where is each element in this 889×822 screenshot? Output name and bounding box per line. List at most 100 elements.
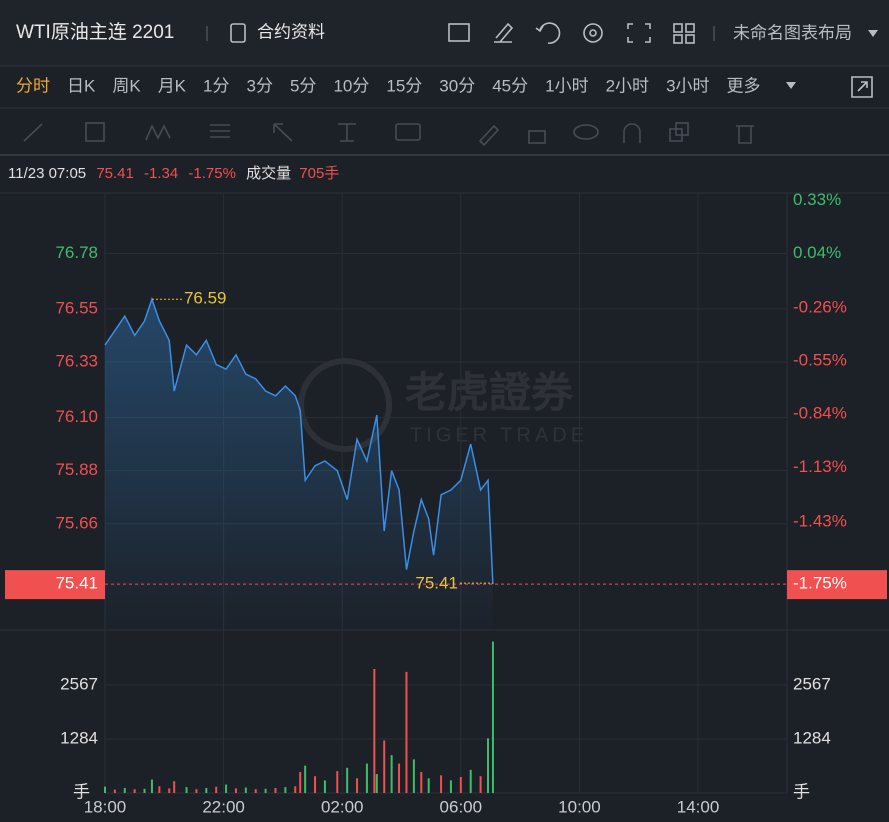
info-change-pct: -1.75% — [188, 165, 236, 182]
watermark-logo — [298, 358, 392, 452]
tool-label[interactable] — [395, 123, 421, 141]
draw-icon[interactable] — [494, 22, 514, 43]
layout-icon[interactable] — [673, 23, 683, 33]
tool-pen[interactable] — [478, 124, 500, 147]
y-tick-label: 75.66 — [55, 513, 98, 532]
tool-rect[interactable] — [85, 122, 105, 142]
volume-bar — [264, 788, 267, 793]
info-volume-label: 成交量 — [246, 164, 291, 182]
watermark-name: 老虎證券 — [405, 369, 574, 416]
timeframe[interactable]: 3小时 — [666, 76, 709, 95]
current-price-box — [5, 570, 105, 600]
y2-tick-label: -0.84% — [793, 404, 847, 423]
volume-bar — [390, 755, 393, 793]
x-tick-label: 18:00 — [84, 797, 127, 816]
y-tick-label: 76.33 — [55, 351, 98, 370]
volume-bar — [133, 789, 136, 793]
volume-bar — [373, 668, 376, 793]
volume-bar — [440, 775, 443, 793]
volume-bar — [459, 777, 462, 793]
timeframe[interactable]: 15分 — [386, 76, 422, 95]
volume-bar — [234, 788, 237, 793]
toolbar-icons — [448, 22, 695, 44]
volume-bar — [314, 776, 317, 793]
reset-icon[interactable] — [535, 22, 561, 44]
tool-arrow[interactable] — [273, 123, 293, 142]
volume-bar — [294, 786, 297, 793]
volume-bar — [365, 763, 368, 793]
timeframe[interactable]: 月K — [158, 76, 187, 95]
dropdown-arrow[interactable] — [786, 82, 796, 89]
tool-delete[interactable] — [736, 125, 754, 144]
timeframe[interactable]: 1小时 — [545, 76, 588, 95]
volume-bar — [487, 738, 490, 793]
contract-info[interactable]: 合约资料 — [257, 22, 325, 41]
volume-bar — [123, 787, 126, 793]
volume-bar — [383, 740, 386, 793]
tool-line[interactable] — [23, 123, 43, 142]
volume-bar — [195, 789, 198, 793]
volume-bar — [299, 771, 302, 793]
tool-wave[interactable] — [145, 124, 171, 141]
volume-tick-label: 1284 — [60, 728, 98, 747]
volume-bar — [158, 786, 161, 793]
timeframe[interactable]: 2小时 — [606, 76, 649, 95]
volume-bar — [356, 778, 359, 793]
volume-bar — [491, 641, 494, 793]
tool-lock[interactable] — [528, 130, 546, 144]
volume-unit: 手 — [793, 782, 810, 801]
drawing-tools — [23, 122, 754, 147]
dropdown-arrow[interactable] — [868, 30, 878, 37]
timeframe[interactable]: 1分 — [203, 76, 229, 95]
timeframe[interactable]: 3分 — [247, 76, 273, 95]
volume-bar — [469, 769, 472, 793]
volume-bar — [323, 780, 326, 793]
tool-measure[interactable] — [338, 123, 356, 142]
tool-eye[interactable] — [573, 124, 599, 140]
y-tick-label: 76.55 — [55, 298, 98, 317]
volume-bar — [225, 784, 228, 793]
volume-bar — [398, 763, 401, 793]
timeframe[interactable]: 更多 — [727, 76, 761, 95]
layout-icon — [685, 34, 695, 44]
volume-bar — [113, 789, 116, 793]
y-tick-label: 76.10 — [55, 407, 98, 426]
volume-bar — [375, 774, 378, 793]
annotation-label: 75.41 — [415, 574, 458, 593]
timeframe[interactable]: 5分 — [290, 76, 316, 95]
volume-bar — [427, 778, 430, 793]
tool-copy — [675, 122, 689, 136]
contract-info-button[interactable]: 合约资料 — [230, 22, 325, 43]
timeframe[interactable]: 日K — [67, 76, 96, 95]
volume-bar — [336, 771, 339, 793]
current-price-label: 75.41 — [55, 574, 98, 593]
price-area — [105, 299, 493, 630]
current-change-label: -1.75% — [793, 574, 847, 593]
volume-bar — [405, 671, 408, 793]
expand-icon[interactable] — [851, 76, 873, 98]
timeframe[interactable]: 45分 — [492, 76, 528, 95]
info-time: 11/23 07:05 — [8, 165, 86, 182]
current-change-box — [787, 570, 887, 600]
volume-bar — [143, 788, 146, 793]
volume-bar — [244, 787, 247, 793]
timeframe[interactable]: 分时 — [16, 76, 50, 95]
indicator-icon[interactable] — [448, 23, 470, 42]
timeframe[interactable]: 周K — [112, 76, 141, 95]
layout-name[interactable]: 未命名图表布局 — [733, 23, 852, 42]
volume-tick-label: 2567 — [793, 675, 831, 694]
doc-icon — [230, 23, 246, 43]
settings-icon[interactable] — [583, 23, 603, 43]
watermark: 老虎證券 TIGER TRADE — [298, 358, 584, 452]
tool-magnet[interactable] — [623, 123, 641, 143]
timeframe[interactable]: 30分 — [439, 76, 475, 95]
volume-bar — [420, 771, 423, 793]
fullscreen-icon[interactable] — [627, 23, 651, 43]
tool-fib[interactable] — [210, 124, 230, 138]
timeframe[interactable]: 10分 — [333, 76, 369, 95]
volume-tick-label: 1284 — [793, 728, 831, 747]
volume-unit: 手 — [73, 782, 90, 801]
volume-bar — [254, 789, 257, 793]
info-volume: 705手 — [299, 165, 339, 182]
